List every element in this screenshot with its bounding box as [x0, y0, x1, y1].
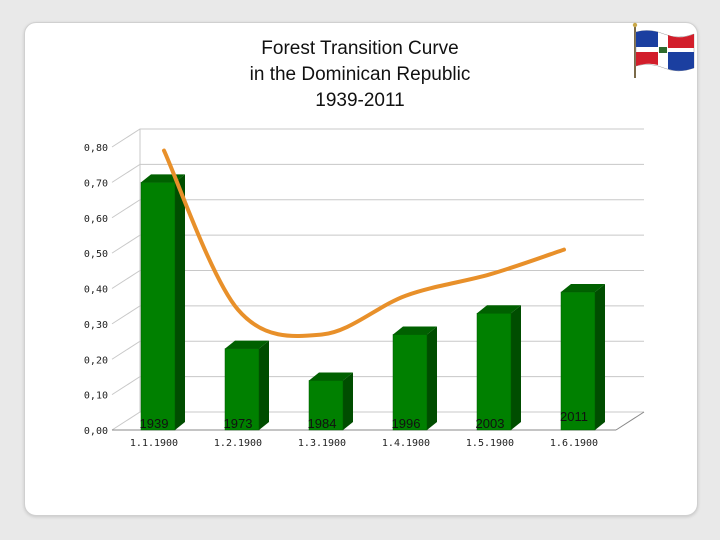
gridline: [111, 234, 644, 254]
bar: [308, 372, 353, 431]
bar-top: [477, 305, 521, 314]
bar-front: [140, 182, 176, 431]
bar-top: [393, 326, 437, 335]
gridline: [111, 199, 644, 219]
bar-front: [560, 291, 596, 431]
x-tick-label: 1.2.1900: [214, 438, 262, 449]
dominican-republic-flag-icon: [632, 22, 695, 78]
bar-side: [259, 340, 269, 430]
gridline: [111, 305, 644, 325]
bar-side: [595, 284, 605, 430]
year-annotation: 2011: [560, 409, 588, 424]
bar-front: [476, 313, 512, 431]
bar: [224, 340, 269, 431]
bar: [560, 284, 605, 431]
year-annotation: 2003: [476, 416, 505, 431]
year-annotation: 1996: [392, 416, 421, 431]
grid-layer: [111, 128, 645, 431]
y-tick-label: 0,10: [84, 391, 108, 402]
bar-top: [561, 284, 605, 293]
bar-side: [343, 372, 353, 430]
bar: [140, 174, 185, 431]
bar-front: [308, 380, 344, 431]
curve-layer: [162, 148, 566, 338]
bar: [392, 326, 437, 431]
gridline: [111, 340, 644, 360]
x-tick-label: 1.1.1900: [130, 438, 178, 449]
title-line-2: in the Dominican Republic: [249, 64, 471, 85]
slide-background: [24, 22, 698, 516]
bar-side: [175, 174, 185, 430]
y-tick-label: 0,60: [84, 214, 108, 225]
chart-title: Forest Transition Curve in the Dominican…: [0, 36, 720, 114]
x-axis-ticks: 1.1.1900 1939 1.2.1900 1973 1.3.1900 1984 1.4.…: [130, 409, 598, 449]
y-tick-label: 0,50: [84, 249, 108, 260]
floor-right-edge: [615, 411, 645, 431]
y-tick-label: 0,70: [84, 178, 108, 189]
title-line-1: Forest Transition Curve: [261, 38, 459, 59]
forest-transition-curve: [162, 148, 566, 338]
gridline: [111, 411, 644, 431]
bar-layer: [140, 174, 605, 431]
bar-side: [427, 326, 437, 430]
year-annotation: 1939: [140, 416, 169, 431]
bar-front: [224, 348, 260, 431]
bar: [476, 305, 521, 431]
y-axis-ticks: 0,00 0,10 0,20 0,30 0,40 0,50 0,60 0,70 0,80: [84, 143, 108, 437]
x-tick-label: 1.6.1900: [550, 438, 598, 449]
y-tick-label: 0,20: [84, 355, 108, 366]
bar-side: [511, 305, 521, 430]
title-line-3: 1939-2011: [315, 90, 405, 111]
y-tick-label: 0,40: [84, 285, 108, 296]
year-annotation: 1973: [224, 416, 253, 431]
gridline: [111, 270, 644, 289]
bar-top: [225, 340, 269, 349]
bar-top: [309, 372, 353, 381]
y-tick-label: 0,30: [84, 320, 108, 331]
gridline: [111, 376, 644, 396]
gridline: [111, 128, 644, 148]
year-annotation: 1984: [308, 416, 337, 431]
gridline: [111, 163, 644, 183]
y-tick-label: 0,80: [84, 143, 108, 154]
x-tick-label: 1.4.1900: [382, 438, 430, 449]
x-tick-label: 1.3.1900: [298, 438, 346, 449]
bar-front: [392, 334, 428, 431]
x-tick-label: 1.5.1900: [466, 438, 514, 449]
y-tick-label: 0,00: [84, 426, 108, 437]
